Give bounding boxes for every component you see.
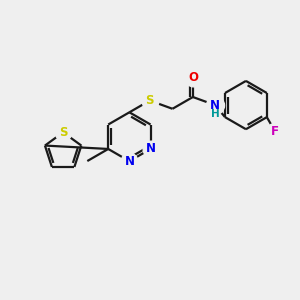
Text: N: N bbox=[210, 99, 220, 112]
Text: S: S bbox=[59, 126, 68, 139]
Text: O: O bbox=[188, 71, 198, 84]
Text: N: N bbox=[146, 142, 156, 155]
Text: S: S bbox=[146, 94, 154, 107]
Text: F: F bbox=[271, 125, 279, 138]
Text: H: H bbox=[211, 110, 219, 119]
Text: N: N bbox=[124, 155, 134, 168]
